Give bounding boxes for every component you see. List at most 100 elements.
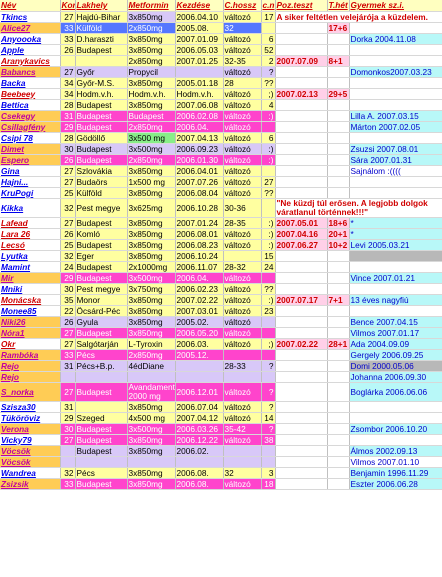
cell-thet[interactable] bbox=[327, 478, 350, 490]
cell-kezdese[interactable] bbox=[175, 456, 224, 468]
cell-cn[interactable]: 24 bbox=[261, 261, 276, 273]
cell-lakhely[interactable]: Budapest bbox=[75, 121, 128, 133]
cell-lakhely[interactable]: Budapest bbox=[75, 154, 128, 166]
cell-chossz[interactable]: 28-35 bbox=[223, 217, 262, 229]
cell-thet[interactable] bbox=[327, 187, 350, 199]
cell-cn[interactable]: ? bbox=[261, 401, 276, 413]
cell-kezdese[interactable]: 2005.12. bbox=[175, 349, 224, 361]
cell-thet[interactable] bbox=[327, 132, 350, 144]
cell-kids[interactable]: Johanna 2006.09.30 bbox=[349, 371, 442, 383]
cell-chossz[interactable]: változó bbox=[223, 272, 262, 284]
cell-name[interactable]: Mir bbox=[0, 272, 61, 284]
cell-chossz[interactable]: 28-33 bbox=[223, 360, 262, 372]
cell-kezdese[interactable]: 2007.04.13 bbox=[175, 132, 224, 144]
cell-poz[interactable] bbox=[275, 33, 328, 45]
cell-name[interactable]: Monácska bbox=[0, 294, 61, 306]
cell-name[interactable]: Rejo bbox=[0, 360, 61, 372]
cell-cn[interactable]: 2 bbox=[261, 55, 276, 67]
cell-poz[interactable]: 2007.07.17 bbox=[275, 294, 328, 306]
cell-cn[interactable]: 4 bbox=[261, 99, 276, 111]
cell-metformin[interactable]: 3x500 mg bbox=[127, 132, 176, 144]
cell-kezdese[interactable]: 2006.07.04 bbox=[175, 401, 224, 413]
cell-kids[interactable]: Dorka 2004.11.08 bbox=[349, 33, 442, 45]
header-thet[interactable]: T.hét bbox=[327, 0, 350, 12]
cell-name[interactable]: Mamint bbox=[0, 261, 61, 273]
cell-lakhely[interactable]: Budaörs bbox=[75, 176, 128, 188]
cell-kezdese[interactable]: 2006.09.23 bbox=[175, 143, 224, 155]
cell-age[interactable]: 26 bbox=[60, 154, 76, 166]
cell-cn[interactable]: ? bbox=[261, 360, 276, 372]
cell-cn[interactable] bbox=[261, 165, 276, 177]
cell-cn[interactable] bbox=[261, 316, 276, 328]
header-nev[interactable]: Név bbox=[0, 0, 61, 12]
header-metformin[interactable]: Metformin bbox=[127, 0, 176, 12]
cell-chossz[interactable]: változó bbox=[223, 316, 262, 328]
cell-kezdese[interactable]: 2007.01.09 bbox=[175, 33, 224, 45]
cell-cn[interactable]: 14 bbox=[261, 412, 276, 424]
cell-poz[interactable] bbox=[275, 445, 328, 457]
cell-kids[interactable]: Eszter 2006.06.28 bbox=[349, 478, 442, 490]
cell-name[interactable]: Lara 26 bbox=[0, 228, 61, 240]
cell-name[interactable]: Beebeey bbox=[0, 88, 61, 100]
cell-poz[interactable] bbox=[275, 327, 328, 339]
cell-lakhely[interactable]: Budapest bbox=[75, 239, 128, 251]
cell-thet[interactable] bbox=[327, 423, 350, 435]
cell-kids[interactable] bbox=[349, 283, 442, 295]
cell-kezdese[interactable]: 2006.04.10 bbox=[175, 11, 224, 23]
cell-metformin[interactable]: 3x850mg bbox=[127, 165, 176, 177]
cell-thet[interactable] bbox=[327, 434, 350, 446]
cell-thet[interactable] bbox=[327, 33, 350, 45]
cell-lakhely[interactable]: Hajdú-Bihar bbox=[75, 11, 128, 23]
cell-age[interactable] bbox=[60, 445, 76, 457]
cell-chossz[interactable]: változó bbox=[223, 132, 262, 144]
cell-metformin[interactable]: 3x850mg bbox=[127, 77, 176, 89]
cell-lakhely[interactable]: Komló bbox=[75, 228, 128, 240]
cell-lakhely[interactable]: Budapest bbox=[75, 261, 128, 273]
cell-name[interactable]: Aranykavics bbox=[0, 55, 61, 67]
cell-cn[interactable] bbox=[261, 327, 276, 339]
cell-chossz[interactable]: változó bbox=[223, 239, 262, 251]
cell-poz[interactable] bbox=[275, 371, 328, 383]
cell-kids[interactable]: Domonkos2007.03.23 bbox=[349, 66, 442, 78]
cell-kids[interactable] bbox=[349, 132, 442, 144]
cell-thet[interactable]: 29+5 bbox=[327, 88, 350, 100]
cell-thet[interactable] bbox=[327, 44, 350, 56]
cell-chossz[interactable]: változó bbox=[223, 176, 262, 188]
cell-lakhely[interactable]: Öcsárd-Péc bbox=[75, 305, 128, 317]
cell-kezdese[interactable]: 2006.05.03 bbox=[175, 44, 224, 56]
cell-age[interactable]: 31 bbox=[60, 360, 76, 372]
cell-kezdese[interactable]: 2006.08.01 bbox=[175, 228, 224, 240]
cell-thet[interactable] bbox=[327, 154, 350, 166]
cell-name[interactable]: Lecsó bbox=[0, 239, 61, 251]
cell-poz[interactable] bbox=[275, 99, 328, 111]
cell-kezdese[interactable]: 2007.03.01 bbox=[175, 305, 224, 317]
cell-chossz[interactable] bbox=[223, 250, 262, 262]
cell-name[interactable]: Alice27 bbox=[0, 22, 61, 34]
cell-thet[interactable]: 20+1 bbox=[327, 228, 350, 240]
cell-metformin[interactable]: 3x850mg bbox=[127, 217, 176, 229]
cell-thet[interactable] bbox=[327, 316, 350, 328]
cell-kids[interactable]: Vilmos 2007.01.10 bbox=[349, 456, 442, 468]
cell-name[interactable]: Szisza30 bbox=[0, 401, 61, 413]
cell-lakhely[interactable]: D.haraszti bbox=[75, 33, 128, 45]
cell-lakhely[interactable]: Szlovákia bbox=[75, 165, 128, 177]
cell-chossz[interactable]: 28-32 bbox=[223, 261, 262, 273]
cell-lakhely[interactable]: Budapest bbox=[75, 272, 128, 284]
cell-age[interactable]: 25 bbox=[60, 187, 76, 199]
cell-chossz[interactable]: változó bbox=[223, 121, 262, 133]
cell-thet[interactable] bbox=[327, 456, 350, 468]
cell-poz[interactable] bbox=[275, 110, 328, 122]
cell-kids[interactable]: Boglárka 2006.06.06 bbox=[349, 382, 442, 402]
cell-cn[interactable]: :) bbox=[261, 217, 276, 229]
cell-chossz[interactable]: 30-36 bbox=[223, 198, 262, 218]
cell-chossz[interactable] bbox=[223, 456, 262, 468]
cell-poz[interactable] bbox=[275, 467, 328, 479]
cell-kids[interactable]: Bence 2007.04.15 bbox=[349, 316, 442, 328]
cell-poz[interactable] bbox=[275, 66, 328, 78]
cell-thet[interactable] bbox=[327, 121, 350, 133]
cell-chossz[interactable]: 32 bbox=[223, 22, 262, 34]
cell-metformin[interactable]: 3x850mg bbox=[127, 467, 176, 479]
cell-age[interactable]: 26 bbox=[60, 316, 76, 328]
cell-age[interactable]: 27 bbox=[60, 434, 76, 446]
cell-name[interactable]: Anyoooka bbox=[0, 33, 61, 45]
